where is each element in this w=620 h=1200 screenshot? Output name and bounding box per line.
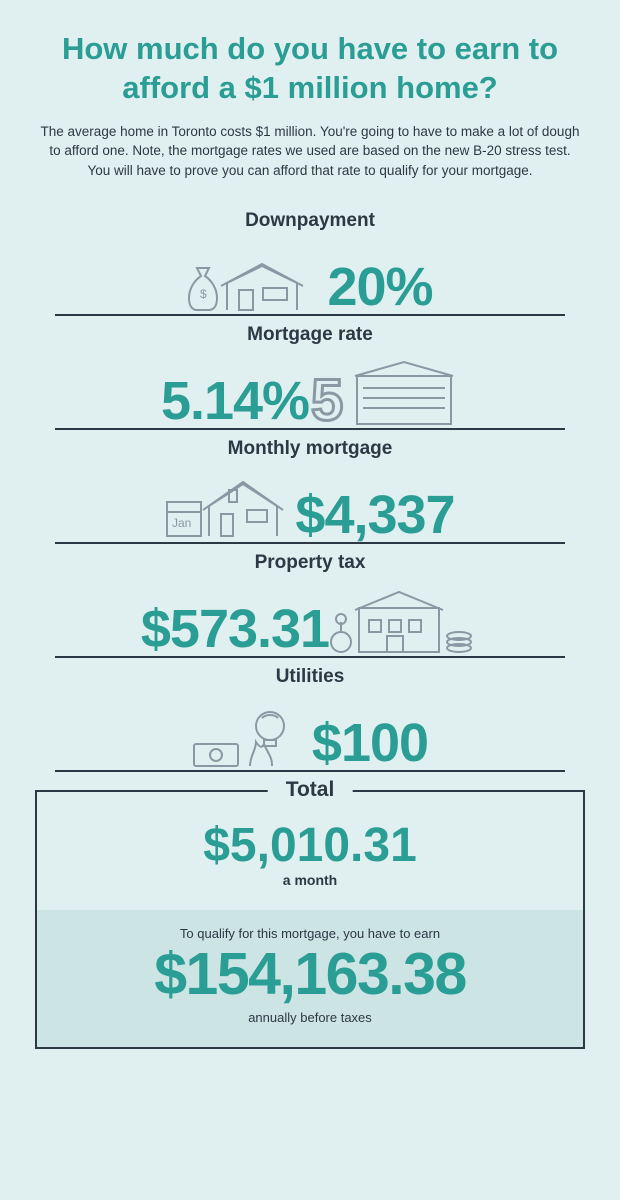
money-bag-house-icon: $ [187, 248, 327, 314]
section-monthly: Monthly mortgage Jan $4,337 [35, 438, 585, 544]
svg-text:$: $ [200, 287, 207, 301]
house-coins-icon [329, 586, 479, 656]
svg-text:Jan: Jan [172, 516, 191, 530]
qualify-tail: annually before taxes [47, 1010, 573, 1025]
total-label: Total [268, 778, 353, 802]
total-monthly: $5,010.31 a month [37, 810, 583, 910]
qualify-amount: $154,163.38 [47, 945, 573, 1004]
downpayment-value: 20% [327, 260, 432, 314]
rate-label: Mortgage rate [35, 324, 585, 346]
garage-big5-icon: 5 [309, 358, 459, 428]
total-month-per: a month [37, 872, 583, 888]
utilities-value: $100 [312, 716, 428, 770]
monthly-label: Monthly mortgage [35, 438, 585, 460]
rate-value: 5.14% [161, 374, 309, 428]
qualify-block: To qualify for this mortgage, you have t… [37, 910, 583, 1047]
svg-text:5: 5 [311, 368, 343, 428]
utilities-icon [192, 704, 312, 770]
monthly-value: $4,337 [295, 488, 454, 542]
calendar-house-icon: Jan [165, 472, 295, 542]
qualify-lead: To qualify for this mortgage, you have t… [47, 926, 573, 941]
section-rate: Mortgage rate 5.14% 5 [35, 324, 585, 430]
total-box: Total $5,010.31 a month To qualify for t… [35, 790, 585, 1049]
section-utilities: Utilities $100 [35, 666, 585, 772]
page-title: How much do you have to earn to afford a… [35, 30, 585, 108]
total-month-amount: $5,010.31 [37, 822, 583, 870]
section-downpayment: Downpayment $ 20% [35, 210, 585, 316]
intro-text: The average home in Toronto costs $1 mil… [35, 122, 585, 181]
utilities-label: Utilities [35, 666, 585, 688]
section-tax: Property tax $573.31 [35, 552, 585, 658]
downpayment-label: Downpayment [35, 210, 585, 232]
tax-value: $573.31 [141, 602, 329, 656]
tax-label: Property tax [35, 552, 585, 574]
